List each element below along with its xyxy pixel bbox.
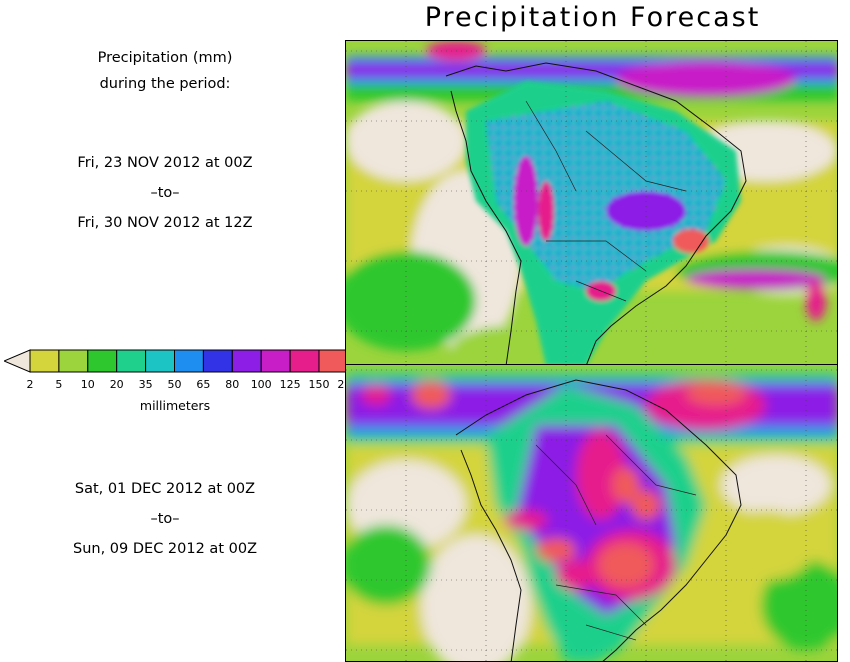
colorbar-tick-label: 35 — [139, 378, 153, 391]
colorbar-tick-label: 20 — [110, 378, 124, 391]
colorbar-swatch — [260, 349, 291, 373]
heading-line-1: Precipitation (mm) — [97, 50, 233, 66]
colorbar-swatch — [87, 349, 118, 373]
colorbar-swatch — [58, 349, 89, 373]
colorbar-tick-label: 100 — [251, 378, 272, 391]
colorbar-tick-label: 65 — [196, 378, 210, 391]
colorbar-swatch — [289, 349, 320, 373]
heading-line-2: during the period: — [99, 76, 231, 92]
period-1-start: Fri, 23 NOV 2012 at 00Z — [77, 155, 253, 171]
colorbar-tick-label: 50 — [168, 378, 182, 391]
colorbar-swatch — [202, 349, 233, 373]
colorbar-swatch — [318, 349, 349, 373]
precip-map-period-2 — [346, 365, 837, 661]
map-panel-period-1 — [345, 40, 838, 365]
colorbar-swatch — [145, 349, 176, 373]
page-title: Precipitation Forecast — [424, 2, 761, 33]
precip-map-period-1 — [346, 41, 837, 364]
colorbar-swatch — [174, 349, 204, 373]
colorbar-swatch — [116, 349, 147, 373]
period-1-separator: –to– — [150, 185, 180, 201]
period-1-end: Fri, 30 NOV 2012 at 12Z — [77, 215, 253, 231]
colorbar-swatch — [29, 349, 60, 373]
colorbar-swatch — [231, 349, 262, 373]
colorbar-below-arrow — [2, 349, 31, 373]
color-scale-legend: 25102035506580100125150200 — [2, 349, 376, 401]
map-panel-period-2 — [345, 364, 838, 662]
colorbar-tick-label: 125 — [280, 378, 301, 391]
colorbar-tick-label: 10 — [81, 378, 95, 391]
period-2-end: Sun, 09 DEC 2012 at 00Z — [73, 541, 257, 557]
colorbar-tick-label: 5 — [55, 378, 62, 391]
colorbar-tick-label: 150 — [309, 378, 330, 391]
units-label: millimeters — [139, 398, 211, 413]
color-scale-bar: 25102035506580100125150200 — [2, 349, 376, 391]
period-2-start: Sat, 01 DEC 2012 at 00Z — [74, 481, 256, 497]
colorbar-tick-label: 80 — [225, 378, 239, 391]
colorbar-tick-label: 2 — [27, 378, 34, 391]
period-2-separator: –to– — [150, 511, 180, 527]
